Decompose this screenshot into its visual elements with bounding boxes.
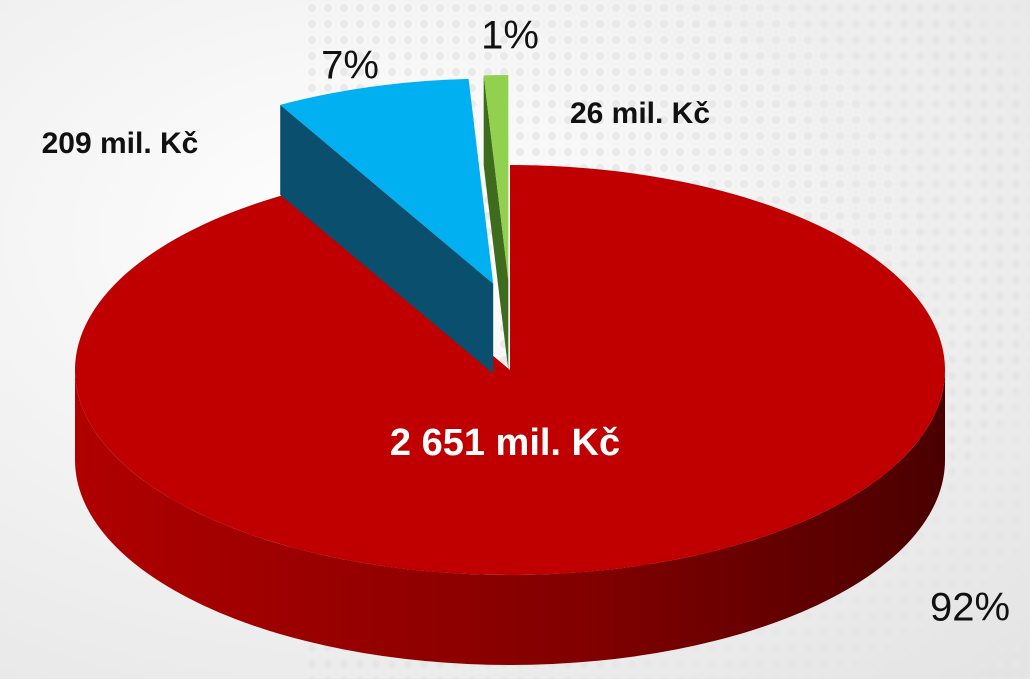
slice	[483, 75, 509, 281]
slice	[280, 78, 494, 284]
amount-label: 26 mil. Kč	[570, 97, 710, 130]
slice-edge	[483, 75, 509, 371]
amount-label: 209 mil. Kč	[42, 127, 199, 160]
percent-label: 7%	[321, 44, 379, 88]
slice-side	[75, 370, 945, 665]
percent-label: 1%	[481, 14, 539, 58]
slice	[74, 165, 945, 575]
pie	[74, 75, 945, 665]
percent-label: 92%	[930, 586, 1010, 630]
labels: 92% 7% 1% 2 651 mil. Kč 209 mil. Kč 26 mil. K…	[42, 14, 1010, 630]
slice-edge	[280, 104, 494, 374]
amount-label: 2 651 mil. Kč	[390, 422, 620, 464]
